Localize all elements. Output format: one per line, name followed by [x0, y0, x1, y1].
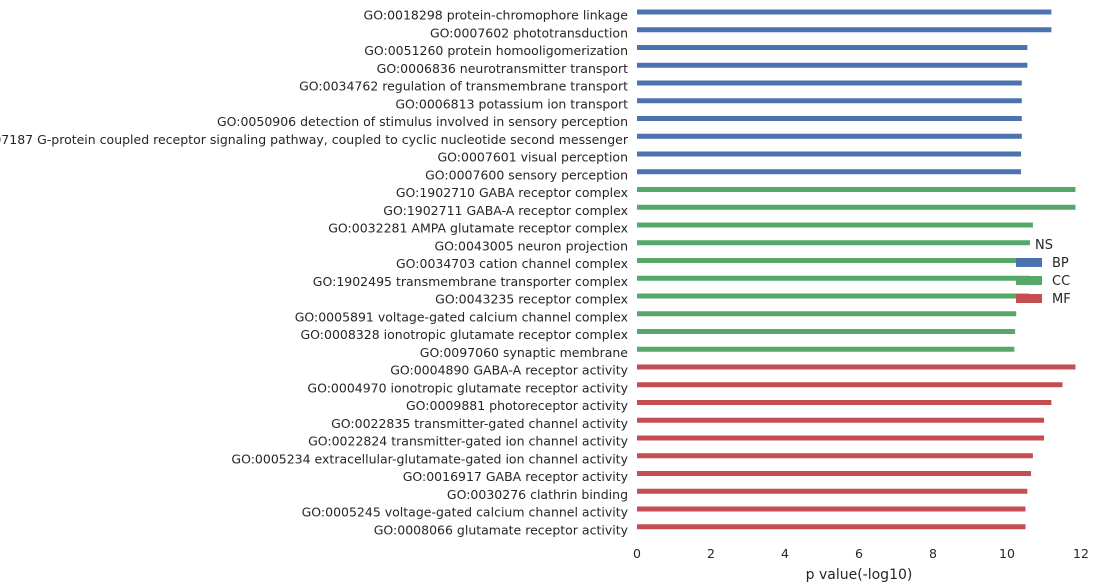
- x-axis: 0 2 4 6 8 10 12: [633, 546, 1089, 561]
- category-label: GO:1902495 transmembrane transporter com…: [313, 274, 628, 289]
- bars: [637, 9, 1076, 530]
- category-label: GO:1902710 GABA receptor complex: [396, 185, 628, 200]
- x-tick-label: 6: [855, 546, 863, 561]
- x-tick-label: 0: [633, 546, 641, 561]
- category-label: GO:1902711 GABA-A receptor complex: [383, 203, 628, 218]
- bar-bp: [637, 116, 1022, 121]
- category-label: GO:0034703 cation channel complex: [396, 256, 628, 271]
- bar-mf: [637, 524, 1026, 530]
- bar-bp: [637, 133, 1022, 139]
- x-tick-label: 8: [929, 546, 937, 561]
- legend-label-cc: CC: [1052, 274, 1070, 289]
- bar-cc: [637, 346, 1015, 352]
- category-label: GO:0007187 G-protein coupled receptor si…: [0, 132, 629, 147]
- bar-mf: [637, 506, 1026, 512]
- category-label: GO:0034762 regulation of transmembrane t…: [299, 79, 628, 94]
- bar-cc: [637, 187, 1076, 192]
- bar-cc: [637, 258, 1030, 263]
- category-label: GO:0005891 voltage-gated calcium channel…: [295, 309, 628, 324]
- x-axis-title: p value(-log10): [806, 567, 913, 583]
- bar-mf: [637, 417, 1044, 423]
- category-label: GO:0004970 ionotropic glutamate receptor…: [307, 380, 628, 395]
- bar-bp: [637, 98, 1022, 104]
- category-labels: GO:0018298 protein-chromophore linkage GO…: [0, 8, 629, 538]
- bar-cc: [637, 311, 1017, 317]
- bar-cc: [637, 329, 1016, 334]
- category-label: GO:0051260 protein homooligomerization: [364, 43, 628, 58]
- category-label: GO:0022835 transmitter-gated channel act…: [331, 416, 628, 431]
- category-label: GO:0030276 clathrin binding: [447, 487, 628, 502]
- category-label: GO:0009881 photoreceptor activity: [406, 398, 629, 413]
- category-label: GO:0043005 neuron projection: [434, 238, 628, 253]
- category-label: GO:0050906 detection of stimulus involve…: [217, 114, 628, 129]
- category-label: GO:0006836 neurotransmitter transport: [377, 61, 628, 76]
- bar-mf: [637, 400, 1052, 405]
- category-label: GO:0005234 extracellular-glutamate-gated…: [231, 451, 628, 466]
- category-label: GO:0032281 AMPA glutamate receptor compl…: [328, 221, 628, 236]
- bar-bp: [637, 151, 1022, 157]
- category-label: GO:0016917 GABA receptor activity: [403, 469, 629, 484]
- category-label: GO:0043235 receptor complex: [435, 292, 628, 307]
- category-label: GO:0008328 ionotropic glutamate receptor…: [301, 327, 629, 342]
- bar-cc: [637, 222, 1033, 228]
- bar-mf: [637, 364, 1076, 370]
- legend-swatch-cc: [1016, 276, 1042, 285]
- bar-bp: [637, 80, 1022, 86]
- legend-label-bp: BP: [1052, 256, 1069, 271]
- category-label: GO:0007601 visual perception: [437, 150, 628, 165]
- x-tick-label: 12: [1073, 546, 1089, 561]
- bar-bp: [637, 9, 1052, 15]
- x-tick-label: 10: [999, 546, 1015, 561]
- x-tick-label: 2: [707, 546, 715, 561]
- bar-bp: [637, 169, 1022, 175]
- bar-mf: [637, 382, 1063, 388]
- bar-bp: [637, 27, 1052, 33]
- category-label: GO:0007600 sensory perception: [425, 167, 628, 182]
- bar-cc: [637, 293, 1030, 299]
- bar-bp: [637, 62, 1028, 68]
- legend-swatch-mf: [1016, 294, 1042, 303]
- bar-cc: [637, 204, 1076, 210]
- bar-mf: [637, 471, 1032, 476]
- category-label: GO:0022824 transmitter-gated ion channel…: [308, 434, 629, 449]
- legend-title: NS: [1035, 238, 1053, 253]
- x-tick-label: 4: [781, 546, 789, 561]
- bar-bp: [637, 45, 1028, 50]
- category-label: GO:0006813 potassium ion transport: [395, 96, 628, 111]
- category-label: GO:0007602 phototransduction: [430, 25, 628, 40]
- category-label: GO:0097060 synaptic membrane: [420, 345, 629, 360]
- category-label: GO:0018298 protein-chromophore linkage: [364, 8, 629, 23]
- bar-cc: [637, 275, 1030, 281]
- category-label: GO:0005245 voltage-gated calcium channel…: [302, 505, 629, 520]
- bar-mf: [637, 488, 1028, 494]
- category-label: GO:0008066 glutamate receptor activity: [374, 522, 629, 537]
- bar-cc: [637, 240, 1030, 246]
- category-label: GO:0004890 GABA-A receptor activity: [390, 363, 628, 378]
- legend-swatch-bp: [1016, 258, 1042, 267]
- bar-mf: [637, 435, 1044, 441]
- bar-mf: [637, 453, 1033, 459]
- legend-label-mf: MF: [1052, 292, 1071, 307]
- legend: NS BP CC MF: [1016, 238, 1071, 307]
